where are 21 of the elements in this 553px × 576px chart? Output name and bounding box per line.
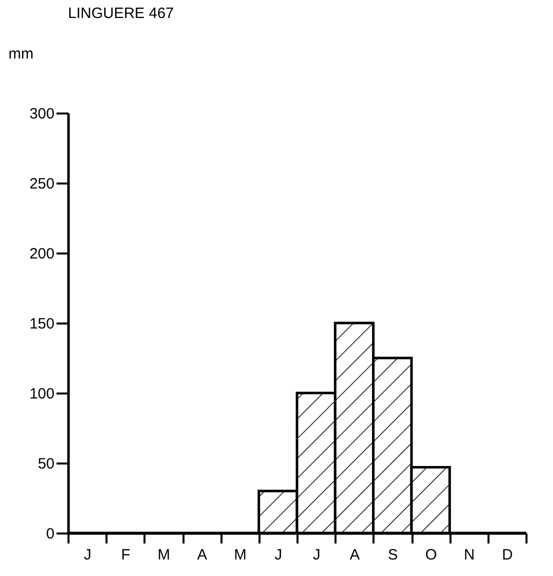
x-tick-label: D [502,546,513,564]
x-tick-label: A [197,546,208,564]
y-tick-label: 250 [29,176,54,192]
x-tick-label: J [274,546,282,564]
x-tick-label: S [388,546,398,564]
y-tick-label: 0 [46,526,54,542]
x-tick-label: O [425,546,437,564]
y-axis-title: mm [8,46,34,62]
x-tick-label: J [312,546,320,564]
y-tick-label: 200 [29,246,54,262]
y-tick-label: 50 [38,456,54,472]
chart-title: LINGUERE 467 [68,5,174,22]
x-tick-label: F [121,546,130,564]
x-tick-label: M [234,546,246,564]
x-tick-label: N [464,546,475,564]
y-tick-label: 150 [29,316,54,332]
x-tick-label: A [350,546,360,564]
x-tick-label: M [158,546,170,564]
y-tick-label: 100 [29,386,54,402]
x-tick-label: J [84,546,92,564]
y-tick-label: 300 [29,106,54,122]
